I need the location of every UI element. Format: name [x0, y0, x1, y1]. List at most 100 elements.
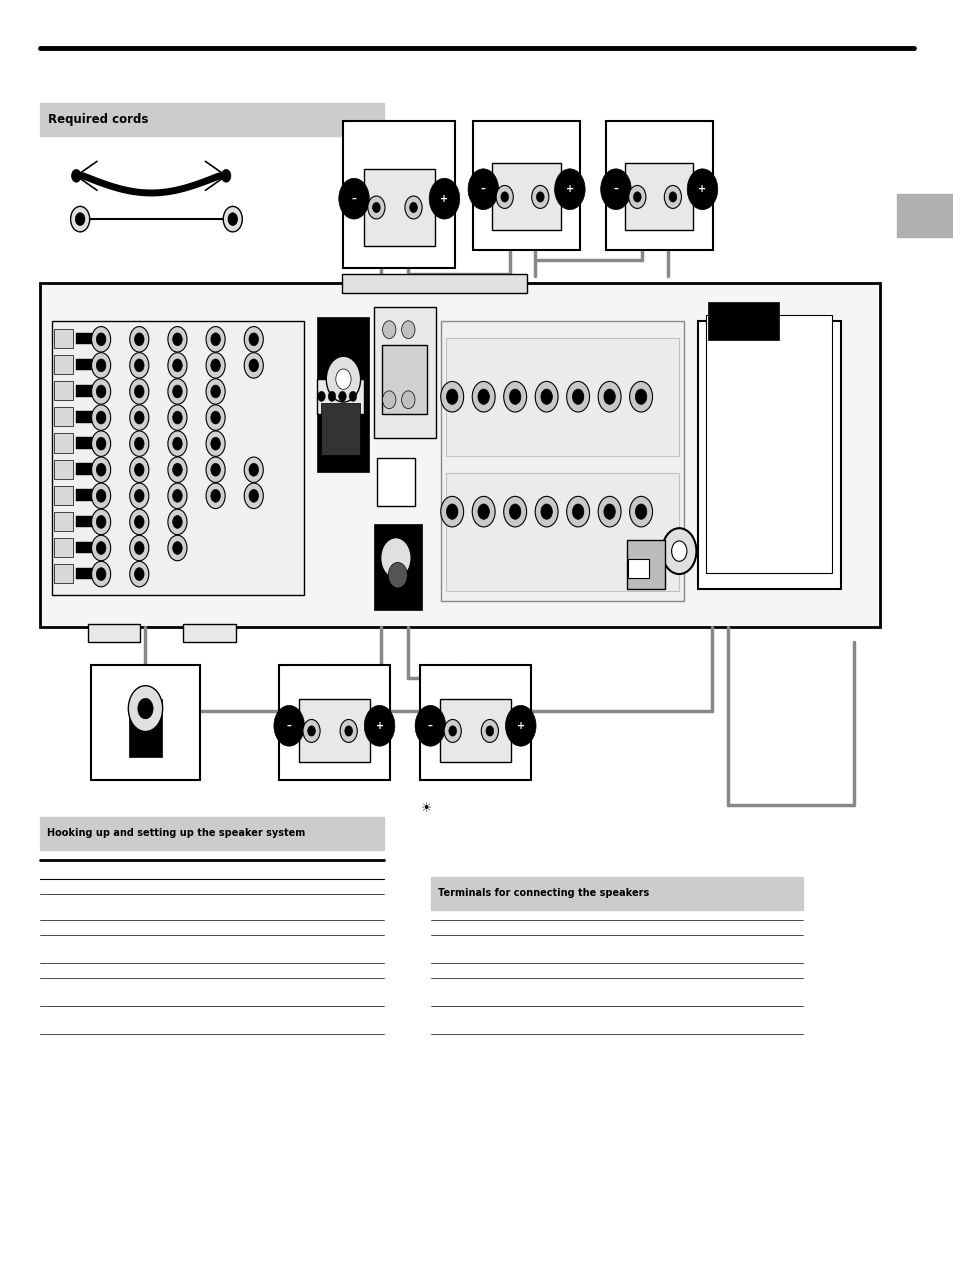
Circle shape: [96, 412, 106, 424]
Circle shape: [168, 378, 187, 404]
Circle shape: [134, 385, 144, 397]
Circle shape: [503, 497, 526, 527]
Circle shape: [130, 405, 149, 431]
Text: +: +: [565, 185, 574, 194]
Circle shape: [446, 389, 457, 404]
Circle shape: [404, 196, 421, 219]
Bar: [91, 665, 200, 780]
Circle shape: [130, 535, 149, 561]
Circle shape: [134, 516, 144, 529]
Circle shape: [401, 391, 415, 409]
Circle shape: [211, 464, 220, 476]
Circle shape: [168, 510, 187, 535]
Text: +: +: [440, 194, 448, 204]
Text: Hooking up and setting up the speaker system: Hooking up and setting up the speaker sy…: [47, 828, 305, 838]
Circle shape: [211, 437, 220, 450]
Circle shape: [415, 706, 445, 747]
Circle shape: [326, 357, 360, 403]
Bar: [298, 699, 370, 762]
Circle shape: [91, 483, 111, 508]
Circle shape: [96, 359, 106, 372]
Bar: [440, 321, 683, 601]
Circle shape: [91, 405, 111, 431]
Circle shape: [137, 698, 152, 719]
Circle shape: [444, 720, 461, 743]
Circle shape: [172, 541, 182, 554]
Circle shape: [206, 431, 225, 456]
Text: ☀: ☀: [420, 803, 432, 815]
Bar: [76, 437, 93, 448]
Circle shape: [598, 497, 620, 527]
Circle shape: [206, 405, 225, 431]
Circle shape: [134, 489, 144, 502]
Circle shape: [368, 196, 385, 219]
Circle shape: [449, 726, 456, 736]
Circle shape: [429, 178, 459, 219]
Circle shape: [566, 381, 589, 412]
Circle shape: [130, 562, 149, 587]
Circle shape: [91, 562, 111, 587]
Bar: [316, 380, 364, 414]
Circle shape: [249, 333, 258, 345]
Text: +: +: [375, 721, 383, 731]
Circle shape: [211, 489, 220, 502]
Bar: [605, 121, 712, 250]
Bar: [492, 163, 560, 231]
Circle shape: [554, 169, 584, 210]
Text: +: +: [517, 721, 524, 731]
Circle shape: [303, 720, 320, 743]
Circle shape: [172, 333, 182, 345]
Circle shape: [249, 489, 258, 502]
Bar: [76, 412, 93, 423]
Circle shape: [221, 169, 231, 182]
Circle shape: [211, 333, 220, 345]
Circle shape: [317, 391, 325, 401]
Circle shape: [603, 505, 615, 520]
Circle shape: [249, 359, 258, 372]
Circle shape: [168, 353, 187, 378]
Circle shape: [244, 353, 263, 378]
Bar: [316, 317, 369, 473]
Circle shape: [335, 369, 351, 390]
Circle shape: [628, 186, 645, 209]
Circle shape: [339, 720, 356, 743]
Text: Terminals for connecting the speakers: Terminals for connecting the speakers: [437, 888, 648, 898]
Circle shape: [168, 535, 187, 561]
Circle shape: [633, 192, 640, 203]
Bar: [76, 516, 93, 527]
Circle shape: [206, 483, 225, 508]
Bar: [54, 512, 73, 531]
Circle shape: [480, 720, 497, 743]
Circle shape: [206, 378, 225, 404]
Circle shape: [382, 321, 395, 339]
Circle shape: [130, 353, 149, 378]
Circle shape: [130, 378, 149, 404]
Bar: [374, 307, 436, 438]
Bar: [698, 321, 841, 589]
Circle shape: [91, 326, 111, 352]
Circle shape: [91, 457, 111, 483]
Circle shape: [249, 464, 258, 476]
Bar: [51, 321, 304, 595]
Circle shape: [446, 505, 457, 520]
Bar: [88, 624, 140, 642]
Bar: [54, 433, 73, 452]
Circle shape: [223, 206, 242, 232]
Circle shape: [598, 381, 620, 412]
Bar: [419, 665, 531, 780]
Circle shape: [472, 497, 495, 527]
Circle shape: [168, 326, 187, 352]
Circle shape: [134, 541, 144, 554]
Bar: [40, 817, 383, 850]
Circle shape: [244, 457, 263, 483]
Circle shape: [96, 489, 106, 502]
Circle shape: [635, 389, 646, 404]
Circle shape: [130, 483, 149, 508]
Bar: [624, 163, 693, 231]
Circle shape: [382, 391, 395, 409]
Circle shape: [496, 186, 513, 209]
Circle shape: [668, 192, 676, 203]
Circle shape: [134, 437, 144, 450]
Text: Required cords: Required cords: [48, 113, 148, 126]
Circle shape: [91, 353, 111, 378]
